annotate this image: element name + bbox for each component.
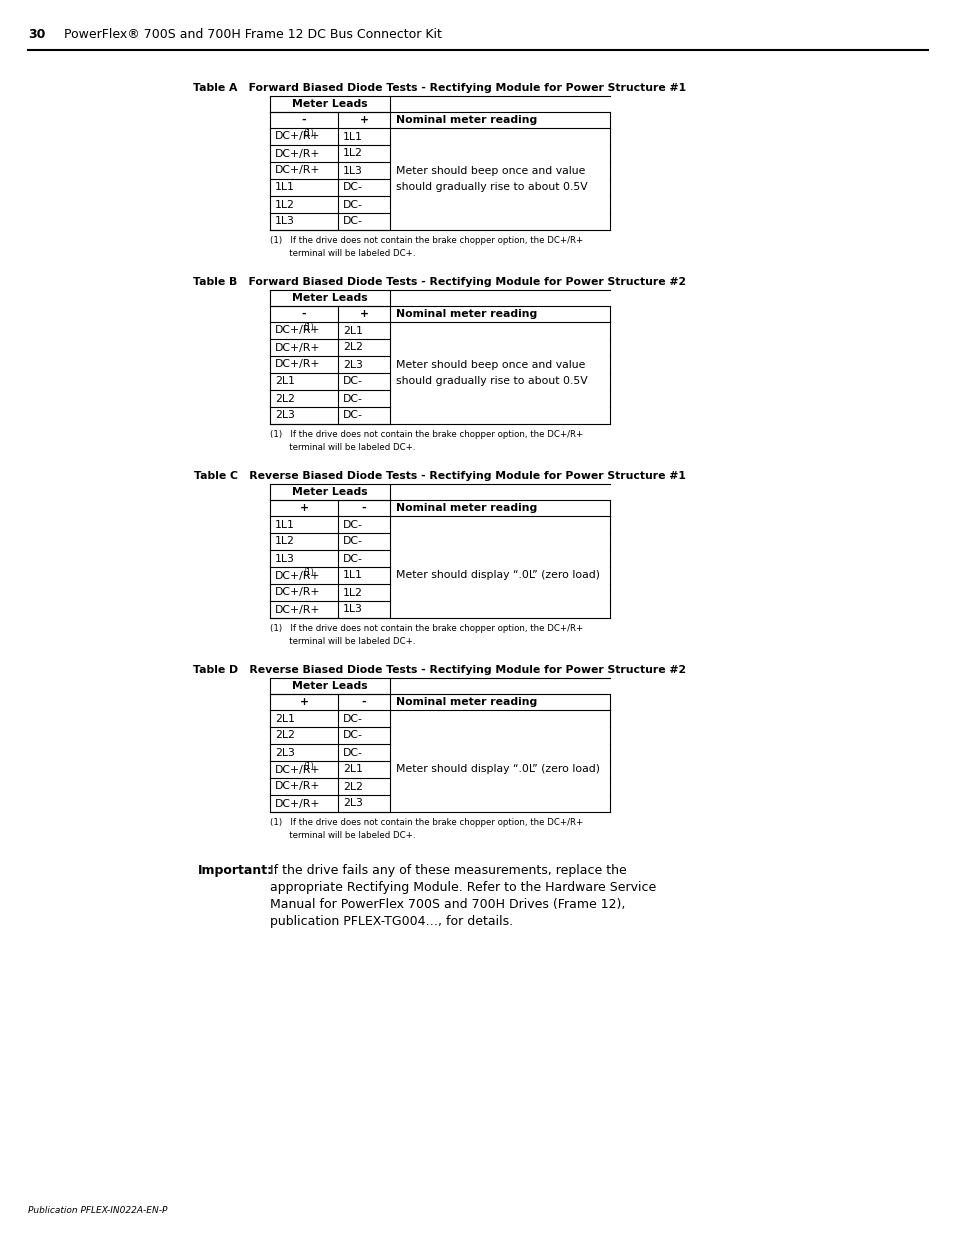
- Text: DC-: DC-: [343, 553, 362, 563]
- Text: DC+/R+: DC+/R+: [274, 131, 320, 142]
- Text: DC+/R+: DC+/R+: [274, 571, 320, 580]
- Text: DC-: DC-: [343, 200, 362, 210]
- Text: 1L1: 1L1: [343, 571, 362, 580]
- Text: Meter Leads: Meter Leads: [292, 99, 368, 109]
- Text: Table C   Reverse Biased Diode Tests - Rectifying Module for Power Structure #1: Table C Reverse Biased Diode Tests - Rec…: [193, 471, 685, 480]
- Text: 30: 30: [28, 28, 46, 42]
- Text: 1L3: 1L3: [343, 604, 362, 615]
- Text: +: +: [359, 115, 368, 125]
- Text: +: +: [299, 503, 308, 513]
- Text: 1L2: 1L2: [274, 536, 294, 547]
- Text: DC-: DC-: [343, 520, 362, 530]
- Text: should gradually rise to about 0.5V: should gradually rise to about 0.5V: [395, 183, 587, 193]
- Text: DC+/R+: DC+/R+: [274, 604, 320, 615]
- Text: 1L3: 1L3: [274, 553, 294, 563]
- Text: 1L3: 1L3: [274, 216, 294, 226]
- Text: (1): (1): [303, 568, 314, 577]
- Text: DC+/R+: DC+/R+: [274, 359, 320, 369]
- Text: 1L2: 1L2: [343, 588, 362, 598]
- Text: 2L3: 2L3: [274, 410, 294, 420]
- Text: -: -: [301, 115, 306, 125]
- Text: 2L3: 2L3: [274, 747, 294, 757]
- Text: appropriate Rectifying Module. Refer to the Hardware Service: appropriate Rectifying Module. Refer to …: [270, 881, 656, 894]
- Text: 2L1: 2L1: [274, 377, 294, 387]
- Text: 2L2: 2L2: [343, 782, 362, 792]
- Text: DC-: DC-: [343, 410, 362, 420]
- Text: Table D   Reverse Biased Diode Tests - Rectifying Module for Power Structure #2: Table D Reverse Biased Diode Tests - Rec…: [193, 664, 686, 676]
- Text: DC+/R+: DC+/R+: [274, 588, 320, 598]
- Text: terminal will be labeled DC+.: terminal will be labeled DC+.: [270, 637, 416, 646]
- Text: Important:: Important:: [198, 864, 273, 877]
- Text: (1): (1): [303, 762, 314, 771]
- Text: Nominal meter reading: Nominal meter reading: [395, 115, 537, 125]
- Text: (1)   If the drive does not contain the brake chopper option, the DC+/R+: (1) If the drive does not contain the br…: [270, 818, 582, 827]
- Text: 2L2: 2L2: [274, 730, 294, 741]
- Text: Meter Leads: Meter Leads: [292, 487, 368, 496]
- Text: DC-: DC-: [343, 536, 362, 547]
- Text: Table A   Forward Biased Diode Tests - Rectifying Module for Power Structure #1: Table A Forward Biased Diode Tests - Rec…: [193, 83, 686, 93]
- Text: If the drive fails any of these measurements, replace the: If the drive fails any of these measurem…: [270, 864, 626, 877]
- Text: DC+/R+: DC+/R+: [274, 342, 320, 352]
- Text: Meter should beep once and value: Meter should beep once and value: [395, 359, 585, 369]
- Text: (1): (1): [303, 324, 314, 332]
- Text: -: -: [361, 697, 366, 706]
- Text: 1L1: 1L1: [343, 131, 362, 142]
- Text: 2L3: 2L3: [343, 799, 362, 809]
- Text: 1L1: 1L1: [274, 183, 294, 193]
- Text: 2L2: 2L2: [343, 342, 362, 352]
- Text: DC+/R+: DC+/R+: [274, 782, 320, 792]
- Text: Meter should display “.0L” (zero load): Meter should display “.0L” (zero load): [395, 764, 599, 774]
- Text: publication PFLEX-TG004…, for details.: publication PFLEX-TG004…, for details.: [270, 915, 513, 927]
- Text: DC-: DC-: [343, 394, 362, 404]
- Text: DC+/R+: DC+/R+: [274, 326, 320, 336]
- Text: terminal will be labeled DC+.: terminal will be labeled DC+.: [270, 443, 416, 452]
- Text: Meter Leads: Meter Leads: [292, 680, 368, 692]
- Text: 2L1: 2L1: [274, 714, 294, 724]
- Text: Table B   Forward Biased Diode Tests - Rectifying Module for Power Structure #2: Table B Forward Biased Diode Tests - Rec…: [193, 277, 686, 287]
- Text: (1)   If the drive does not contain the brake chopper option, the DC+/R+: (1) If the drive does not contain the br…: [270, 236, 582, 245]
- Text: +: +: [299, 697, 308, 706]
- Text: DC-: DC-: [343, 183, 362, 193]
- Text: 1L1: 1L1: [274, 520, 294, 530]
- Text: DC-: DC-: [343, 714, 362, 724]
- Text: terminal will be labeled DC+.: terminal will be labeled DC+.: [270, 831, 416, 840]
- Text: DC+/R+: DC+/R+: [274, 764, 320, 774]
- Text: DC-: DC-: [343, 747, 362, 757]
- Text: DC+/R+: DC+/R+: [274, 148, 320, 158]
- Text: 1L2: 1L2: [274, 200, 294, 210]
- Text: 2L1: 2L1: [343, 764, 362, 774]
- Text: -: -: [361, 503, 366, 513]
- Text: DC-: DC-: [343, 377, 362, 387]
- Text: PowerFlex® 700S and 700H Frame 12 DC Bus Connector Kit: PowerFlex® 700S and 700H Frame 12 DC Bus…: [64, 28, 441, 42]
- Text: should gradually rise to about 0.5V: should gradually rise to about 0.5V: [395, 377, 587, 387]
- Text: Nominal meter reading: Nominal meter reading: [395, 697, 537, 706]
- Text: Manual for PowerFlex 700S and 700H Drives (Frame 12),: Manual for PowerFlex 700S and 700H Drive…: [270, 898, 625, 911]
- Text: 2L1: 2L1: [343, 326, 362, 336]
- Text: -: -: [301, 309, 306, 319]
- Text: 1L3: 1L3: [343, 165, 362, 175]
- Text: Publication PFLEX-IN022A-EN-P: Publication PFLEX-IN022A-EN-P: [28, 1207, 167, 1215]
- Text: 1L2: 1L2: [343, 148, 362, 158]
- Text: DC-: DC-: [343, 216, 362, 226]
- Text: 2L2: 2L2: [274, 394, 294, 404]
- Text: 2L3: 2L3: [343, 359, 362, 369]
- Text: DC+/R+: DC+/R+: [274, 165, 320, 175]
- Text: terminal will be labeled DC+.: terminal will be labeled DC+.: [270, 249, 416, 258]
- Text: (1): (1): [303, 128, 314, 138]
- Text: (1)   If the drive does not contain the brake chopper option, the DC+/R+: (1) If the drive does not contain the br…: [270, 624, 582, 634]
- Text: (1)   If the drive does not contain the brake chopper option, the DC+/R+: (1) If the drive does not contain the br…: [270, 430, 582, 438]
- Text: Meter Leads: Meter Leads: [292, 293, 368, 303]
- Text: DC-: DC-: [343, 730, 362, 741]
- Text: Meter should beep once and value: Meter should beep once and value: [395, 165, 585, 175]
- Text: Nominal meter reading: Nominal meter reading: [395, 309, 537, 319]
- Text: +: +: [359, 309, 368, 319]
- Text: DC+/R+: DC+/R+: [274, 799, 320, 809]
- Text: Nominal meter reading: Nominal meter reading: [395, 503, 537, 513]
- Text: Meter should display “.0L” (zero load): Meter should display “.0L” (zero load): [395, 571, 599, 580]
